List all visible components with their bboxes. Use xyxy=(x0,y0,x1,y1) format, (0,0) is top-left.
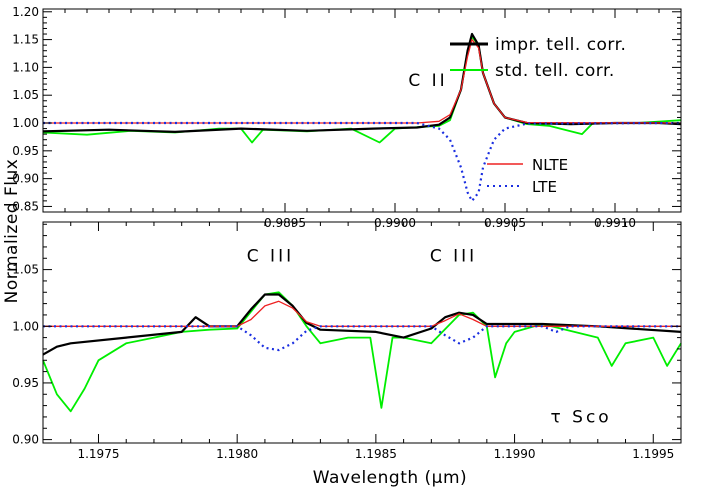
top-panel: 0.9895 0.9900 0.9905 0.9910 0.85 0.90 0.95 1.00… xyxy=(12,5,682,230)
y-tick-label: 0.95 xyxy=(12,376,39,390)
series-line-lte xyxy=(43,325,681,352)
bottom-annotation-c-iii-right: C III xyxy=(430,247,477,267)
series-line-std-tell-corr xyxy=(42,291,682,413)
x-tick-label: 1.1985 xyxy=(355,447,397,461)
x-tick-label: 1.1975 xyxy=(77,447,119,461)
x-axis-title: Wavelength (μm) xyxy=(313,468,467,488)
y-tick-label: 0.90 xyxy=(12,172,39,186)
x-tick-label: 0.9895 xyxy=(264,216,306,230)
x-tick-label: 1.1995 xyxy=(632,447,674,461)
y-tick-label: 1.15 xyxy=(12,33,39,47)
top-legend-models: NLTE LTE xyxy=(487,156,568,196)
y-axis-title: Normalized Flux xyxy=(2,159,22,304)
legend-label-std: std. tell. corr. xyxy=(495,61,615,81)
x-tick-label: 0.9910 xyxy=(594,216,636,230)
top-plot-lines xyxy=(42,32,682,202)
x-tick-label: 0.9900 xyxy=(374,216,416,230)
bottom-tick-labels: 1.1975 1.1980 1.1985 1.1990 1.1995 0.90 0.95 1.… xyxy=(12,263,674,461)
top-ticks xyxy=(43,9,682,213)
top-plot-frame xyxy=(42,8,682,213)
series-line-nlte xyxy=(43,300,681,327)
x-tick-label: 1.1990 xyxy=(494,447,536,461)
top-annotation-c-ii: C II xyxy=(408,71,447,91)
x-tick-label: 0.9905 xyxy=(484,216,526,230)
series-line-impr-tell-corr xyxy=(42,293,682,356)
y-tick-label: 0.85 xyxy=(12,199,39,213)
legend-label-nlte: NLTE xyxy=(532,156,568,174)
y-tick-label: 1.00 xyxy=(12,319,39,333)
bottom-annotation-c-iii-left: C III xyxy=(247,247,294,267)
legend-label-lte: LTE xyxy=(532,178,557,196)
top-legend: impr. tell. corr. std. tell. corr. xyxy=(450,35,626,81)
series-line-nlte xyxy=(43,38,682,124)
series-line-lte xyxy=(43,121,682,202)
y-tick-label: 1.05 xyxy=(12,88,39,102)
bottom-panel: 1.1975 1.1980 1.1985 1.1990 1.1995 0.90 0.95 1.… xyxy=(12,221,682,461)
x-tick-label: 1.1980 xyxy=(216,447,258,461)
y-tick-label: 1.00 xyxy=(12,116,39,130)
y-tick-label: 0.95 xyxy=(12,144,39,158)
y-tick-label: 1.05 xyxy=(12,263,39,277)
y-tick-label: 1.20 xyxy=(12,5,39,19)
bottom-annotation-tau-sco: τ Sco xyxy=(551,408,612,428)
bottom-plot-lines xyxy=(42,291,682,413)
top-tick-labels: 0.9895 0.9900 0.9905 0.9910 0.85 0.90 0.95 1.00… xyxy=(12,5,636,230)
bottom-plot-frame xyxy=(42,221,682,444)
bottom-ticks xyxy=(43,222,682,443)
y-tick-label: 1.10 xyxy=(12,60,39,74)
y-tick-label: 0.90 xyxy=(12,433,39,447)
legend-label-impr: impr. tell. corr. xyxy=(495,35,626,55)
